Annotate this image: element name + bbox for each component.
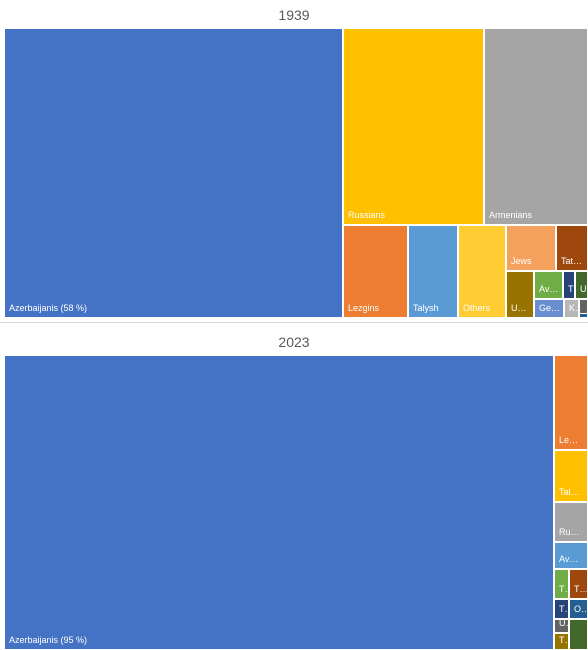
treemap-tile-label: Tat… — [561, 256, 583, 266]
treemap-2023: Azerbaijanis (95 %) Le… Tal… Ru… Av… T… T… T… O…… — [0, 355, 588, 650]
chart-title-2023: 2023 — [278, 334, 310, 350]
treemap-tile-label: Jews — [511, 256, 532, 266]
treemap-tile: T… — [554, 599, 569, 619]
treemap-tile: Av… — [554, 542, 588, 569]
treemap-tile: O… — [569, 599, 588, 619]
treemap-tile: Tat… — [556, 225, 588, 271]
treemap-tile-label: Armenians — [489, 210, 533, 220]
treemap-tile: Av… — [534, 271, 563, 299]
treemap-tile: T… — [554, 633, 569, 650]
treemap-tile-label: T… — [574, 584, 588, 594]
treemap-tile-label: Others — [463, 303, 491, 313]
chart-divider — [0, 322, 588, 323]
chart-title-1939: 1939 — [278, 7, 310, 23]
treemap-tile-label: Le… — [559, 435, 579, 445]
treemap-tile-label: Azerbaijanis (95 %) — [9, 635, 88, 645]
treemap-tile-label: U… — [580, 284, 587, 294]
treemap-tile-label: Tal… — [559, 487, 580, 497]
treemap-tile: Others — [458, 225, 506, 318]
treemap-tile: Ge… — [534, 299, 564, 318]
treemap-tile: T… — [569, 569, 588, 599]
treemap-tile-label: U… — [511, 303, 527, 313]
treemap-tile: Armenians — [484, 28, 588, 225]
treemap-tile: U… — [575, 271, 588, 299]
treemap-tile-label: O… — [574, 604, 587, 614]
treemap-tile-label: Av… — [559, 554, 579, 564]
treemap-tile: Russians — [343, 28, 484, 225]
treemap-tile: Tal… — [554, 450, 588, 502]
treemap-tile-label: T… — [568, 284, 574, 294]
treemap-tile-label: T… — [559, 635, 568, 645]
treemap-tile: Le… — [554, 355, 588, 450]
treemap-tile: Azerbaijanis (58 %) — [4, 28, 343, 318]
treemap-tile-label: T… — [559, 604, 568, 614]
treemap-tile-label: Russians — [348, 210, 386, 220]
treemap-tile-label: K… — [569, 303, 578, 313]
treemap-tile: Azerbaijanis (95 %) — [4, 355, 554, 650]
treemap-tile-label: Talysh — [413, 303, 439, 313]
treemap-tile: K… — [564, 299, 579, 318]
treemap-tile: Lezgins — [343, 225, 408, 318]
treemap-tile-label: T… — [559, 584, 568, 594]
treemap-tile — [579, 313, 588, 318]
treemap-tile: Jews — [506, 225, 556, 271]
treemap-tile-label: Ru… — [559, 527, 580, 537]
treemap-tile: Talysh — [408, 225, 458, 318]
treemap-tile — [569, 619, 588, 650]
treemap-tile: Ru… — [554, 502, 588, 542]
treemap-tile: T… — [554, 569, 569, 599]
treemap-tile-label: Lezgins — [348, 303, 380, 313]
treemap-tile: U… — [554, 619, 569, 633]
treemap-tile-label: Av… — [539, 284, 559, 294]
treemap-tile: U… — [506, 271, 534, 318]
treemap-tile: T… — [563, 271, 575, 299]
treemap-tile-label: U… — [559, 619, 568, 628]
treemap-tile-label: Ge… — [539, 303, 561, 313]
treemap-tile-label: Azerbaijanis (58 %) — [9, 303, 88, 313]
treemap-1939: Azerbaijanis (58 %) Russians Armenians Lezg… — [0, 28, 588, 318]
